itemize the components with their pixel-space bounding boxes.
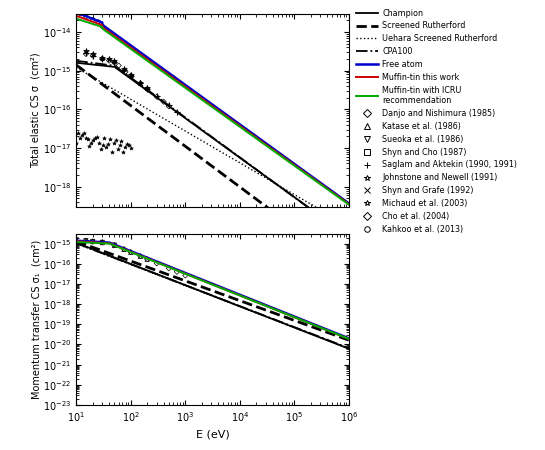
Point [88,238,97,245]
Point [88,52,97,59]
Point [110,242,119,249]
Point [126,145,135,152]
Point [115,141,124,149]
Point [126,248,135,256]
Point [98,142,107,149]
Point [123,140,131,148]
Point [82,237,90,244]
Point [74,130,82,137]
Point [98,22,107,30]
Point [125,142,134,149]
Point [93,134,101,141]
Point [94,140,103,147]
Point [121,68,130,76]
Point [165,265,173,272]
Point [81,134,90,141]
Point [82,13,90,20]
Point [110,59,119,66]
Point [83,135,92,142]
Point [173,268,181,275]
Point [98,55,107,62]
Point [100,134,109,141]
Point [98,54,107,61]
Point [102,144,111,151]
Point [126,249,135,256]
Point [126,72,135,79]
Point [82,237,90,244]
Point [108,148,117,156]
Point [121,143,130,150]
Point [82,50,90,58]
Point [136,80,145,87]
Point [98,239,107,246]
Point [82,48,90,55]
Point [72,8,81,15]
Point [120,246,129,253]
Point [88,50,97,57]
Legend: Champion, Screened Rutherford, Uehara Screened Rutherford, CPA100, Free atom, Mu: Champion, Screened Rutherford, Uehara Sc… [355,9,517,234]
Point [110,242,119,249]
Point [126,72,135,79]
Point [153,260,161,267]
Point [77,131,86,139]
Point [105,57,113,64]
Point [143,256,152,263]
Point [85,143,94,150]
Point [88,238,97,245]
Point [153,93,161,100]
Point [94,18,102,26]
Point [126,72,135,79]
Point [110,242,119,249]
Y-axis label: Total elastic CS σ  (cm²): Total elastic CS σ (cm²) [30,53,40,168]
Point [111,136,120,143]
Point [110,58,119,65]
Point [119,148,128,156]
Point [72,236,81,243]
Point [106,135,114,142]
Point [82,237,90,244]
Point [165,103,173,110]
Point [76,10,85,18]
Point [80,129,88,136]
Point [173,108,181,115]
Point [117,138,126,145]
Point [143,85,152,92]
Point [153,93,161,100]
Point [88,238,97,245]
Point [90,135,99,142]
Point [120,66,129,73]
Point [72,140,81,147]
Point [87,140,96,147]
Point [110,58,119,65]
Point [82,50,90,57]
Point [181,272,190,279]
Y-axis label: Momentum transfer CS σ₁  (cm²): Momentum transfer CS σ₁ (cm²) [32,240,41,399]
Point [88,52,97,59]
Point [98,238,107,246]
Point [98,239,107,246]
Point [159,98,168,105]
Point [88,16,97,23]
Point [120,67,129,74]
Point [136,253,145,260]
Point [136,252,145,260]
Point [96,145,105,153]
Point [114,62,123,69]
Point [120,246,129,253]
Point [143,85,152,92]
Point [89,136,98,144]
Point [113,146,122,153]
X-axis label: E (eV): E (eV) [196,429,229,439]
Point [76,135,84,142]
Point [105,56,113,63]
Point [165,102,173,109]
Point [136,80,145,87]
Point [110,140,118,147]
Point [136,79,145,86]
Point [98,55,107,62]
Point [143,256,152,263]
Point [143,86,152,93]
Point [104,140,113,148]
